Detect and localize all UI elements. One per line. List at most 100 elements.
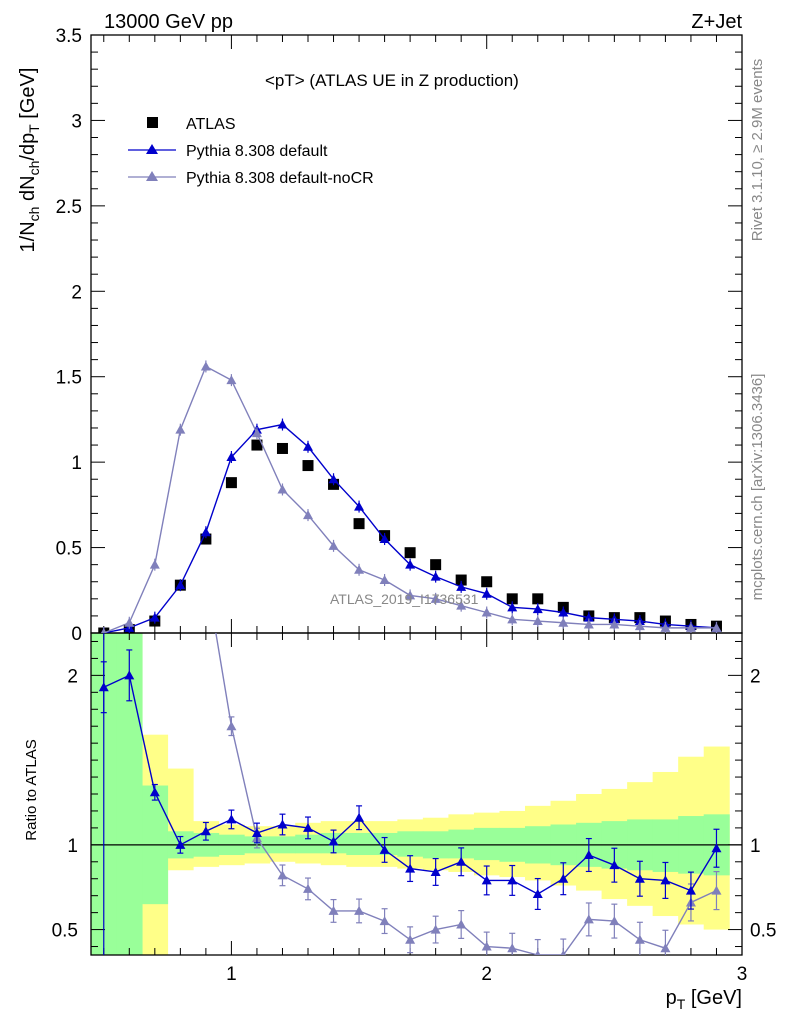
- ratio-point-default: [583, 850, 594, 860]
- ratio-point-default: [532, 888, 543, 898]
- series-point-2: [634, 621, 645, 631]
- x-tick-label: 2: [481, 964, 492, 985]
- ratio-point-nocr: [660, 943, 671, 953]
- x-axis-label: pT [GeV]: [666, 987, 742, 1012]
- ratio-point-default: [456, 856, 467, 866]
- ratio-point-default: [354, 812, 365, 822]
- ratio-point-default: [711, 843, 722, 853]
- ratio-point-default: [226, 814, 237, 824]
- band-green-bin: [473, 827, 500, 861]
- y-tick-label: 1: [71, 453, 82, 474]
- ratio-point-nocr: [379, 916, 390, 926]
- ratio-point-default: [303, 822, 313, 832]
- legend: ATLAS Pythia 8.308 default Pythia 8.308 …: [128, 116, 374, 187]
- plot-title: <pT> (ATLAS UE in Z production): [265, 71, 519, 90]
- header-left: 13000 GeV pp: [104, 11, 233, 33]
- ratio-point-nocr: [405, 934, 416, 944]
- series-point-1: [303, 441, 313, 451]
- ratio-point-default: [175, 839, 186, 849]
- series-point-1: [583, 612, 594, 622]
- series-point-2: [303, 510, 313, 520]
- band-green-bin: [346, 832, 373, 856]
- ratio-point-nocr: [226, 721, 237, 731]
- series-point-2: [149, 559, 160, 569]
- ratio-point-default: [609, 860, 620, 870]
- x-tick-label: 1: [226, 964, 237, 985]
- series-point-2: [456, 600, 467, 610]
- ratio-point-nocr: [277, 870, 288, 880]
- series-point-2: [379, 575, 390, 585]
- ratio-point-nocr: [430, 924, 441, 934]
- series-point-2: [430, 593, 441, 603]
- ratio-point-default: [405, 863, 416, 873]
- series-point-2: [328, 540, 339, 550]
- series-point-2: [354, 564, 365, 574]
- y-tick-label: 2.5: [56, 197, 82, 218]
- rivet-label: Rivet 3.1.10, ≥ 2.9M events: [749, 59, 766, 242]
- ratio-point-default: [124, 670, 135, 680]
- series-point-1: [149, 612, 160, 622]
- atlas-point: [481, 576, 493, 588]
- ratio-series-group: [98, 633, 722, 955]
- series-point-1: [200, 527, 211, 537]
- x-tick-label: 3: [737, 964, 748, 985]
- series-point-1: [277, 419, 288, 429]
- ratio-point-nocr: [328, 905, 339, 915]
- ratio-point-default: [685, 885, 696, 895]
- ratio-point-nocr: [634, 934, 645, 944]
- ratio-point-nocr: [609, 916, 620, 926]
- series-point-1: [226, 452, 237, 462]
- series-point-1: [532, 604, 543, 614]
- ratio-point-default: [200, 826, 211, 836]
- series-point-2: [532, 616, 543, 626]
- legend-label-atlas: ATLAS: [186, 116, 236, 133]
- atlas-point: [225, 477, 237, 489]
- series-point-2: [405, 590, 416, 600]
- series-point-1: [558, 607, 569, 617]
- ratio-point-nocr: [507, 943, 518, 953]
- ratio-y-tick-label-left: 2: [67, 666, 78, 687]
- atlas-point: [404, 547, 416, 559]
- series-point-1: [405, 559, 416, 569]
- series-point-1: [175, 580, 186, 590]
- mcplots-label: mcplots.cern.ch [arXiv:1306.3436]: [749, 374, 766, 601]
- atlas-point: [532, 593, 544, 605]
- series-point-1: [430, 571, 441, 581]
- band-green-bin: [295, 834, 322, 854]
- ratio-point-nocr: [560, 950, 567, 955]
- series-point-2: [277, 484, 288, 494]
- atlas-point: [455, 574, 467, 586]
- ratio-y-axis-label: Ratio to ATLAS: [23, 739, 40, 840]
- series-point-2: [175, 424, 186, 434]
- ratio-point-nocr: [354, 905, 365, 915]
- y-tick-label: 3.5: [56, 26, 82, 47]
- ratio-point-nocr: [583, 914, 594, 924]
- series-point-1: [379, 534, 390, 544]
- atlas-point: [200, 533, 212, 545]
- ratio-point-nocr: [303, 883, 313, 893]
- atlas-point: [276, 442, 288, 454]
- ratio-y-tick-label-right: 0.5: [750, 921, 776, 942]
- legend-marker-default: [146, 144, 158, 154]
- ratio-point-default: [507, 875, 518, 885]
- ratio-point-default: [481, 875, 492, 885]
- series-point-2: [507, 614, 518, 624]
- atlas-point: [302, 460, 314, 472]
- series-point-2: [558, 617, 569, 627]
- series-point-2: [583, 619, 594, 629]
- series-point-1: [328, 474, 339, 484]
- header-right: Z+Jet: [691, 11, 742, 33]
- series-point-1: [507, 602, 518, 612]
- ratio-point-default: [379, 844, 390, 854]
- ratio-point-nocr: [481, 941, 492, 951]
- ratio-point-default: [558, 873, 569, 883]
- y-tick-label: 1.5: [56, 368, 82, 389]
- series-point-2: [251, 428, 262, 438]
- ratio-y-tick-label-right: 1: [750, 836, 761, 857]
- legend-label-default: Pythia 8.308 default: [186, 143, 328, 160]
- series-point-2: [100, 628, 107, 633]
- ratio-y-tick-label-left: 1: [67, 836, 78, 857]
- series-point-2: [711, 622, 722, 632]
- series-point-2: [124, 617, 135, 627]
- ratio-point-default: [430, 866, 441, 876]
